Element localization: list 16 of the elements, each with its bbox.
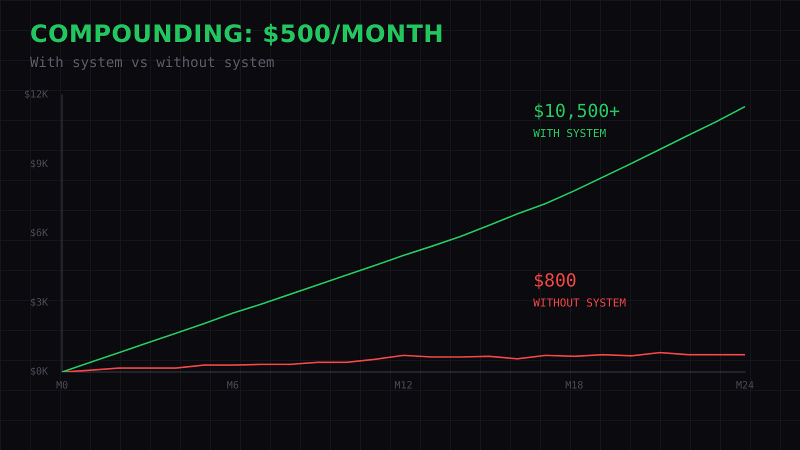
- chart-title: COMPOUNDING: $500/MONTH: [30, 20, 444, 48]
- x-tick-label: M18: [565, 380, 584, 392]
- x-tick-label: M0: [56, 380, 68, 392]
- y-tick-label: $9K: [30, 158, 48, 170]
- y-tick-label: $3K: [30, 297, 48, 308]
- annotation: $800: [533, 270, 577, 292]
- text: WITH SYSTEM: [533, 127, 607, 140]
- x-tick-label: M12: [394, 380, 413, 392]
- y-tick-label: $6K: [30, 228, 48, 240]
- text: WITHOUT SYSTEM: [533, 296, 626, 310]
- annotation: $10,500+: [533, 101, 620, 122]
- chart-subtitle: With system vs without system: [30, 55, 274, 71]
- y-tick-label: $0K: [30, 366, 48, 378]
- x-tick-label: M24: [736, 380, 754, 392]
- y-tick-label: $12K: [24, 90, 48, 101]
- x-tick-label: M6: [226, 380, 239, 392]
